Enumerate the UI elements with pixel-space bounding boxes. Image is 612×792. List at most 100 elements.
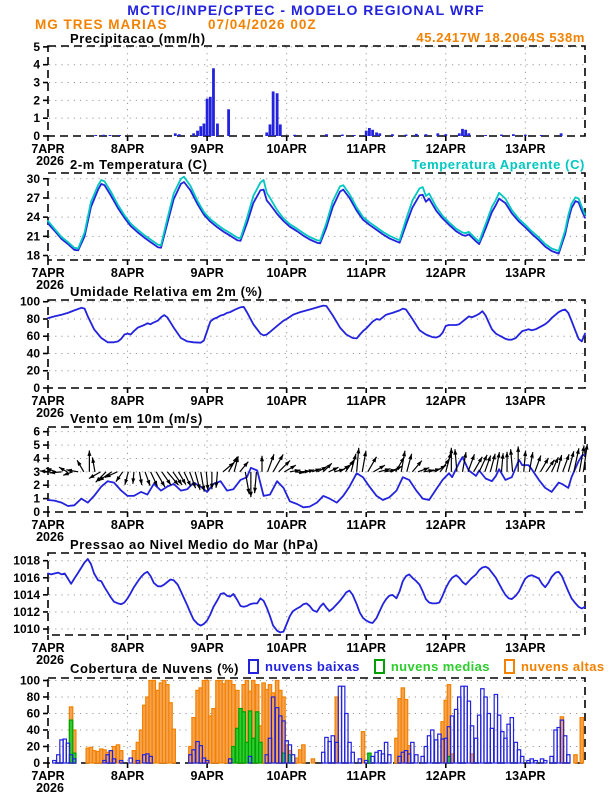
svg-text:40: 40: [27, 346, 41, 360]
temp-line-blue: [47, 181, 586, 255]
rh-grid: [49, 301, 584, 387]
precipitation-bars: [94, 68, 563, 136]
svg-text:0: 0: [33, 381, 40, 395]
svg-text:5: 5: [33, 40, 40, 54]
svg-text:12APR: 12APR: [426, 142, 466, 156]
svg-text:0: 0: [33, 756, 40, 770]
svg-text:9APR: 9APR: [190, 142, 223, 156]
svg-text:40: 40: [27, 723, 41, 737]
svg-text:12APR: 12APR: [426, 769, 466, 783]
wind-direction-arrows: [39, 443, 589, 498]
precip-frame: [47, 45, 586, 137]
svg-text:1018: 1018: [13, 554, 40, 568]
svg-text:20: 20: [27, 739, 41, 753]
svg-text:11APR: 11APR: [346, 641, 386, 655]
clouds-panel: 0 20 40 60 80 100 7APR 8APR 9APR 10APR 11APR 12APR 1…: [20, 673, 586, 792]
mid-clouds-legend-label: nuvens medias: [390, 659, 490, 674]
svg-text:10APR: 10APR: [267, 518, 307, 532]
apparent-temperature-label: Temperatura Aparente (C): [411, 157, 585, 172]
svg-text:27: 27: [27, 191, 41, 205]
low-clouds-legend-icon: [248, 659, 259, 674]
clouds-y-axis: 0 20 40 60 80 100: [20, 673, 48, 770]
svg-text:30: 30: [27, 172, 41, 186]
svg-text:12APR: 12APR: [426, 394, 466, 408]
clouds-legend: nuvens baixas nuvens medias nuvens altas: [248, 659, 605, 674]
svg-text:10APR: 10APR: [267, 266, 307, 280]
svg-text:5: 5: [33, 438, 40, 452]
svg-text:6: 6: [33, 425, 40, 439]
svg-text:2026: 2026: [36, 530, 64, 544]
panel-title-precipitation: Precipitacao (mm/h): [70, 31, 206, 46]
svg-text:13APR: 13APR: [505, 394, 545, 408]
svg-text:100: 100: [20, 295, 40, 309]
svg-text:7APR: 7APR: [31, 769, 64, 783]
svg-text:1: 1: [33, 111, 40, 125]
svg-text:20: 20: [27, 364, 41, 378]
high-clouds-legend-label: nuvens altas: [520, 659, 605, 674]
svg-text:12APR: 12APR: [426, 641, 466, 655]
svg-text:2026: 2026: [36, 278, 64, 292]
svg-text:9APR: 9APR: [190, 769, 223, 783]
svg-text:80: 80: [27, 312, 41, 326]
svg-text:3: 3: [33, 76, 40, 90]
clouds-frame: [47, 677, 586, 764]
svg-text:9APR: 9APR: [190, 394, 223, 408]
high-clouds-legend-icon: [503, 659, 515, 674]
panel-title-wind: Vento em 10m (m/s): [70, 411, 203, 426]
svg-text:1014: 1014: [13, 588, 40, 602]
svg-text:8APR: 8APR: [111, 142, 144, 156]
panel-title-temperature: 2-m Temperatura (C): [70, 157, 208, 172]
svg-text:12APR: 12APR: [426, 518, 466, 532]
svg-text:13APR: 13APR: [505, 518, 545, 532]
rh-line-blue: [47, 304, 586, 344]
svg-text:10APR: 10APR: [267, 641, 307, 655]
svg-text:2026: 2026: [36, 781, 64, 792]
svg-text:2026: 2026: [36, 653, 64, 667]
precip-grid: [49, 46, 584, 135]
svg-text:10APR: 10APR: [267, 142, 307, 156]
precip-x-axis: 7APR 8APR 9APR 10APR 11APR 12APR 13APR 2026: [31, 136, 545, 168]
panel-title-humidity: Umidade Relativa em 2m (%): [70, 284, 263, 299]
svg-text:80: 80: [27, 690, 41, 704]
svg-text:12APR: 12APR: [426, 266, 466, 280]
run-datetime: 07/04/2026 00Z: [208, 17, 317, 32]
svg-text:8APR: 8APR: [111, 518, 144, 532]
svg-text:21: 21: [27, 229, 41, 243]
temp-frame: [47, 172, 586, 261]
svg-text:13APR: 13APR: [505, 641, 545, 655]
svg-text:60: 60: [27, 329, 41, 343]
temp-grid: [49, 174, 584, 259]
clouds-x-axis: 7APR 8APR 9APR 10APR 11APR 12APR 13APR 2026: [31, 763, 545, 792]
precip-panel: 0 1 2 3 4 5 7APR 8APR 9APR 10APR 11APR 12APR 13APR 20…: [31, 40, 586, 168]
pres-panel: 1010 1012 1014 1016 1018 7APR 8APR 9APR 10APR 11A…: [13, 552, 586, 667]
temp-y-axis: 18 21 24 27 30: [27, 172, 48, 263]
svg-text:11APR: 11APR: [346, 394, 386, 408]
temp-line-cyan: [47, 175, 586, 252]
svg-text:1016: 1016: [13, 571, 40, 585]
svg-text:1: 1: [33, 492, 40, 506]
svg-text:100: 100: [20, 673, 40, 687]
low-clouds-legend-label: nuvens baixas: [265, 659, 360, 674]
mid-clouds-legend-icon: [373, 659, 385, 674]
pres-y-axis: 1010 1012 1014 1016 1018: [13, 554, 48, 636]
svg-text:7APR: 7APR: [31, 641, 64, 655]
temp-x-axis: 7APR 8APR 9APR 10APR 11APR 12APR 13APR 2026: [31, 260, 545, 292]
svg-text:60: 60: [27, 706, 41, 720]
rh-y-axis: 0 20 40 60 80 100: [20, 295, 48, 395]
svg-text:8APR: 8APR: [111, 641, 144, 655]
station-label: MG TRES MARIAS: [35, 17, 168, 32]
precip-y-axis: 0 1 2 3 4 5: [33, 40, 48, 143]
svg-text:1010: 1010: [13, 622, 40, 636]
svg-text:7APR: 7APR: [31, 518, 64, 532]
svg-text:11APR: 11APR: [346, 142, 386, 156]
svg-text:7APR: 7APR: [31, 394, 64, 408]
pres-x-axis: 7APR 8APR 9APR 10APR 11APR 12APR 13APR 2026: [31, 635, 545, 667]
rh-x-axis: 7APR 8APR 9APR 10APR 11APR 12APR 13APR 2026: [31, 388, 545, 420]
pres-line-blue: [47, 558, 586, 634]
svg-text:4: 4: [33, 58, 40, 72]
svg-text:2026: 2026: [36, 406, 64, 420]
svg-text:2: 2: [33, 478, 40, 492]
svg-text:4: 4: [33, 451, 40, 465]
panel-title-clouds: Cobertura de Nuvens (%): [70, 661, 240, 676]
